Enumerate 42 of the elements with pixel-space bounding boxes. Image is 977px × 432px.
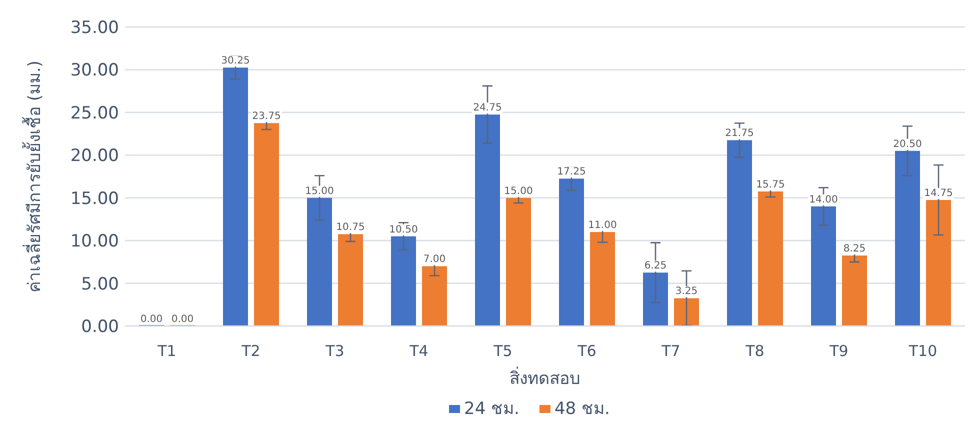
data-label: 10.50 xyxy=(389,224,418,236)
data-label: 23.75 xyxy=(252,111,281,122)
x-tick-label: T1 xyxy=(156,342,176,360)
data-label: 14.75 xyxy=(924,188,953,199)
y-tick-label: 5.00 xyxy=(81,274,119,294)
x-tick-label: T9 xyxy=(828,342,848,360)
y-tick-label: 10.00 xyxy=(70,232,119,252)
data-label: 10.75 xyxy=(336,222,365,234)
data-label: 15.00 xyxy=(305,186,334,197)
y-tick-label: 35.00 xyxy=(70,18,119,38)
data-label: 14.00 xyxy=(809,194,838,206)
x-tick-label: T3 xyxy=(324,342,344,360)
y-tick-label: 15.00 xyxy=(70,188,119,209)
x-tick-label: T7 xyxy=(660,342,680,360)
data-label: 15.75 xyxy=(756,179,785,190)
y-tick-label: 30.00 xyxy=(70,60,119,81)
x-axis-title: สิ่งทดสอบ xyxy=(510,366,580,389)
x-tick-label: T8 xyxy=(744,342,764,360)
data-label: 0.00 xyxy=(171,314,194,325)
y-tick-label: 25.00 xyxy=(70,103,119,124)
data-label: 3.25 xyxy=(675,286,698,298)
data-label: 11.00 xyxy=(588,220,617,232)
data-label: 20.50 xyxy=(893,138,922,150)
x-tick-label: T4 xyxy=(408,342,428,360)
data-label: 15.00 xyxy=(504,186,533,197)
data-label: 21.75 xyxy=(725,128,754,140)
y-tick-label: 20.00 xyxy=(70,146,119,166)
x-tick-label: T5 xyxy=(492,342,512,360)
legend-label: 48 ชม. xyxy=(554,399,610,419)
data-label: 8.25 xyxy=(843,244,866,255)
y-axis-title: ค่าเฉลี่ยรัศมีการยับยั้งเชื้อ (มม.) xyxy=(22,60,45,293)
x-tick-label: T6 xyxy=(576,342,596,360)
data-label: 6.25 xyxy=(644,260,667,272)
data-label: 0.00 xyxy=(140,314,163,325)
legend-label: 24 ชม. xyxy=(464,399,520,419)
x-tick-label: T10 xyxy=(908,342,938,360)
data-label: 17.25 xyxy=(557,166,586,178)
data-label: 24.75 xyxy=(473,102,502,114)
x-tick-label: T2 xyxy=(240,342,260,360)
data-label: 7.00 xyxy=(423,254,446,266)
data-label: 30.25 xyxy=(221,56,250,67)
y-tick-label: 0.00 xyxy=(81,317,119,337)
